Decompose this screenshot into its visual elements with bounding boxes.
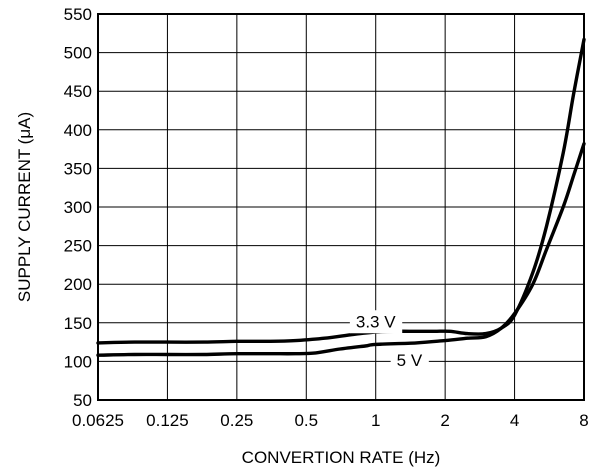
y-tick-label: 50 [73, 391, 92, 410]
series-line-3-3-v [96, 37, 586, 345]
x-axis-title: CONVERTION RATE (Hz) [242, 448, 441, 467]
x-tick-label: 1 [371, 411, 380, 430]
x-tick-label: 2 [440, 411, 449, 430]
series-label-5-v: 5 V [397, 351, 423, 370]
series-label-background [349, 310, 403, 334]
series-layer [96, 37, 586, 357]
series-line-5-v [96, 142, 586, 357]
x-tick-label: 0.5 [294, 411, 318, 430]
x-tick-label: 8 [579, 411, 588, 430]
plot-frame [97, 13, 585, 401]
tick-labels: 0.0625 0.125 0.25 0.5 1 2 4 8 50 100 150 200 250 300 3… [64, 5, 589, 430]
x-tick-label: 0.25 [220, 411, 253, 430]
y-tick-label: 400 [64, 121, 92, 140]
series-label-3-3-v: 3.3 V [356, 312, 396, 331]
series-labels: 3.3 V 5 V [349, 310, 429, 372]
grid-lines [97, 13, 585, 401]
y-tick-label: 100 [64, 352, 92, 371]
y-tick-label: 450 [64, 82, 92, 101]
x-tick-label: 4 [510, 411, 519, 430]
y-tick-label: 250 [64, 237, 92, 256]
y-tick-label: 500 [64, 44, 92, 63]
y-tick-label: 150 [64, 314, 92, 333]
y-tick-label: 300 [64, 198, 92, 217]
y-tick-label: 200 [64, 275, 92, 294]
y-tick-label: 550 [64, 5, 92, 24]
x-tick-label: 0.0625 [72, 411, 124, 430]
x-tick-label: 0.125 [146, 411, 189, 430]
y-axis-title: SUPPLY CURRENT (μA) [15, 112, 34, 302]
y-tick-label: 350 [64, 159, 92, 178]
series-label-background [390, 348, 429, 372]
